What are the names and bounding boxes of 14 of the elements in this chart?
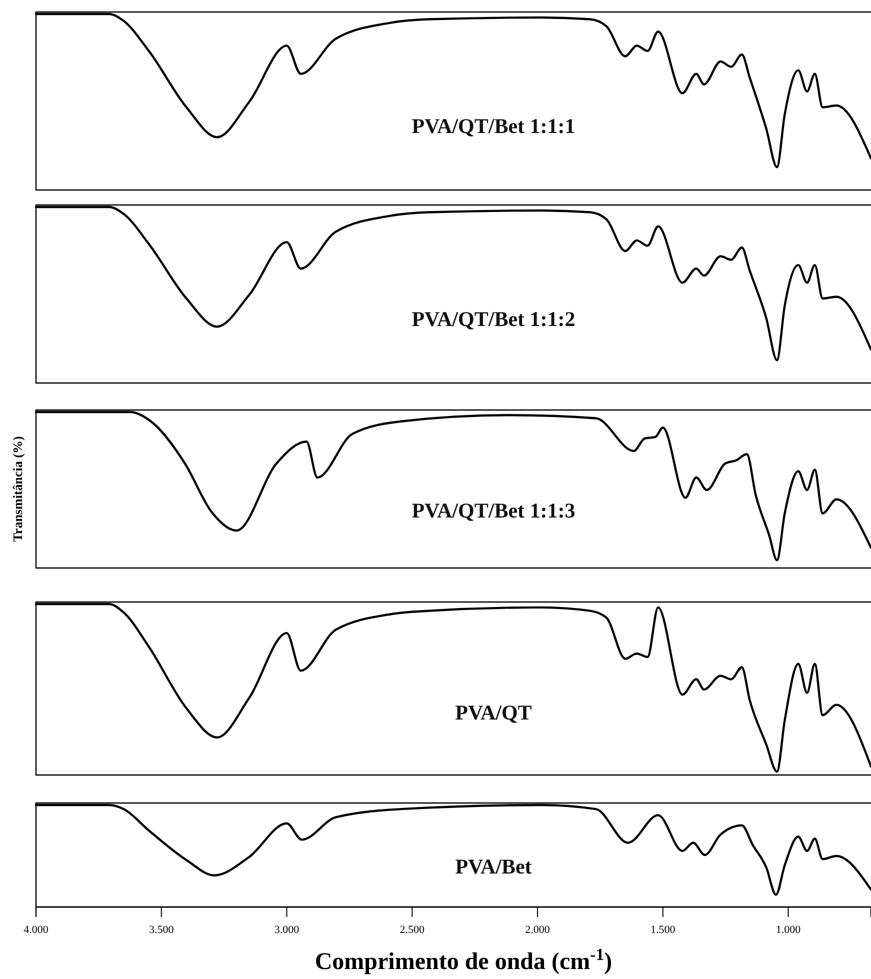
y-axis-title: Transmitância (%) xyxy=(10,436,25,542)
x-axis-title: Comprimento de onda (cm$^{-1}$) xyxy=(314,944,612,975)
x-tick-label: 2.500 xyxy=(400,924,425,936)
x-tick-label: 3.000 xyxy=(274,924,300,936)
x-tick-label: 1.000 xyxy=(776,924,802,936)
text: PVA/QT/Bet 1:1:1 xyxy=(412,114,576,138)
text: PVA/QT xyxy=(455,700,532,725)
text: PVA/Bet xyxy=(455,854,532,879)
text: PVA/QT/Bet 1:1:3 xyxy=(412,498,576,522)
x-tick-label: 2.000 xyxy=(525,924,550,936)
x-tick-label: 1.500 xyxy=(650,924,676,936)
x-tick-label: 4.000 xyxy=(24,924,49,936)
text: PVA/QT/Bet 1:1:2 xyxy=(412,307,576,332)
x-tick-label: 3.500 xyxy=(149,924,174,936)
